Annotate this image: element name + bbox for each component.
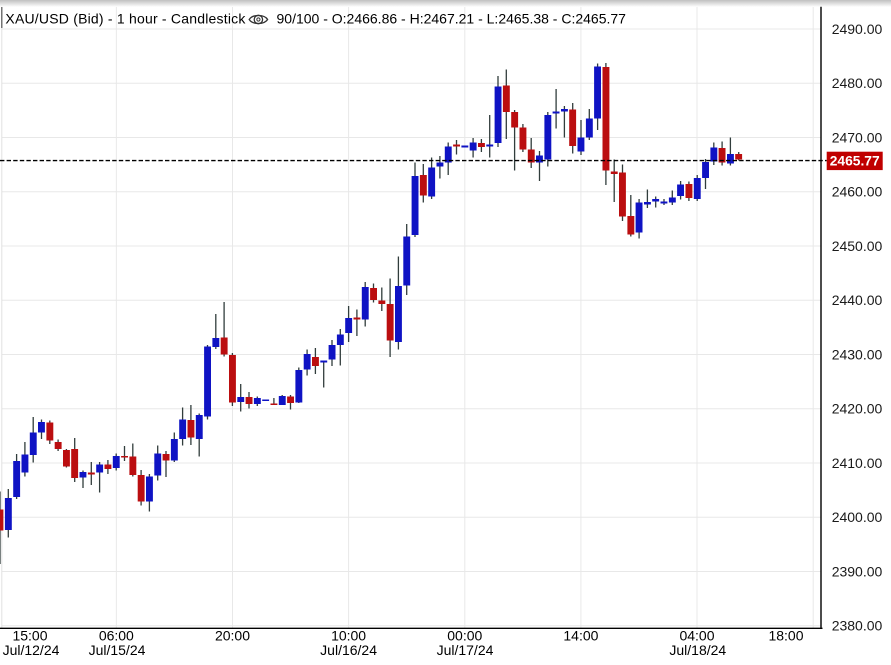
svg-text:Jul/18/24: Jul/18/24 — [669, 642, 726, 658]
svg-text:04:00: 04:00 — [679, 628, 714, 644]
svg-text:2490.00: 2490.00 — [832, 21, 883, 37]
svg-text:10:00: 10:00 — [331, 628, 366, 644]
svg-text:Jul/17/24: Jul/17/24 — [437, 642, 494, 658]
svg-text:2440.00: 2440.00 — [832, 292, 883, 308]
svg-text:18:00: 18:00 — [768, 628, 803, 644]
svg-text:90/100 - O:2466.86 - H:2467.21: 90/100 - O:2466.86 - H:2467.21 - L:2465.… — [277, 11, 627, 27]
svg-text:2470.00: 2470.00 — [832, 129, 883, 145]
svg-text:XAU/USD (Bid) - 1 hour - Candl: XAU/USD (Bid) - 1 hour - Candlestick — [5, 11, 246, 27]
svg-text:2390.00: 2390.00 — [832, 563, 883, 579]
svg-text:20:00: 20:00 — [215, 628, 250, 644]
svg-text:2480.00: 2480.00 — [832, 75, 883, 91]
svg-text:Jul/12/24: Jul/12/24 — [3, 642, 60, 658]
svg-text:2410.00: 2410.00 — [832, 455, 883, 471]
svg-text:14:00: 14:00 — [563, 628, 598, 644]
svg-text:00:00: 00:00 — [447, 628, 482, 644]
svg-text:2400.00: 2400.00 — [832, 509, 883, 525]
svg-text:Jul/15/24: Jul/15/24 — [89, 642, 146, 658]
svg-text:2465.77: 2465.77 — [830, 154, 880, 169]
svg-text:2420.00: 2420.00 — [832, 401, 883, 417]
svg-text:2430.00: 2430.00 — [832, 346, 883, 362]
svg-text:06:00: 06:00 — [99, 628, 134, 644]
svg-text:Jul/16/24: Jul/16/24 — [320, 642, 377, 658]
svg-text:2450.00: 2450.00 — [832, 238, 883, 254]
svg-text:2460.00: 2460.00 — [832, 184, 883, 200]
svg-text:15:00: 15:00 — [12, 628, 47, 644]
svg-text:2380.00: 2380.00 — [832, 618, 883, 634]
